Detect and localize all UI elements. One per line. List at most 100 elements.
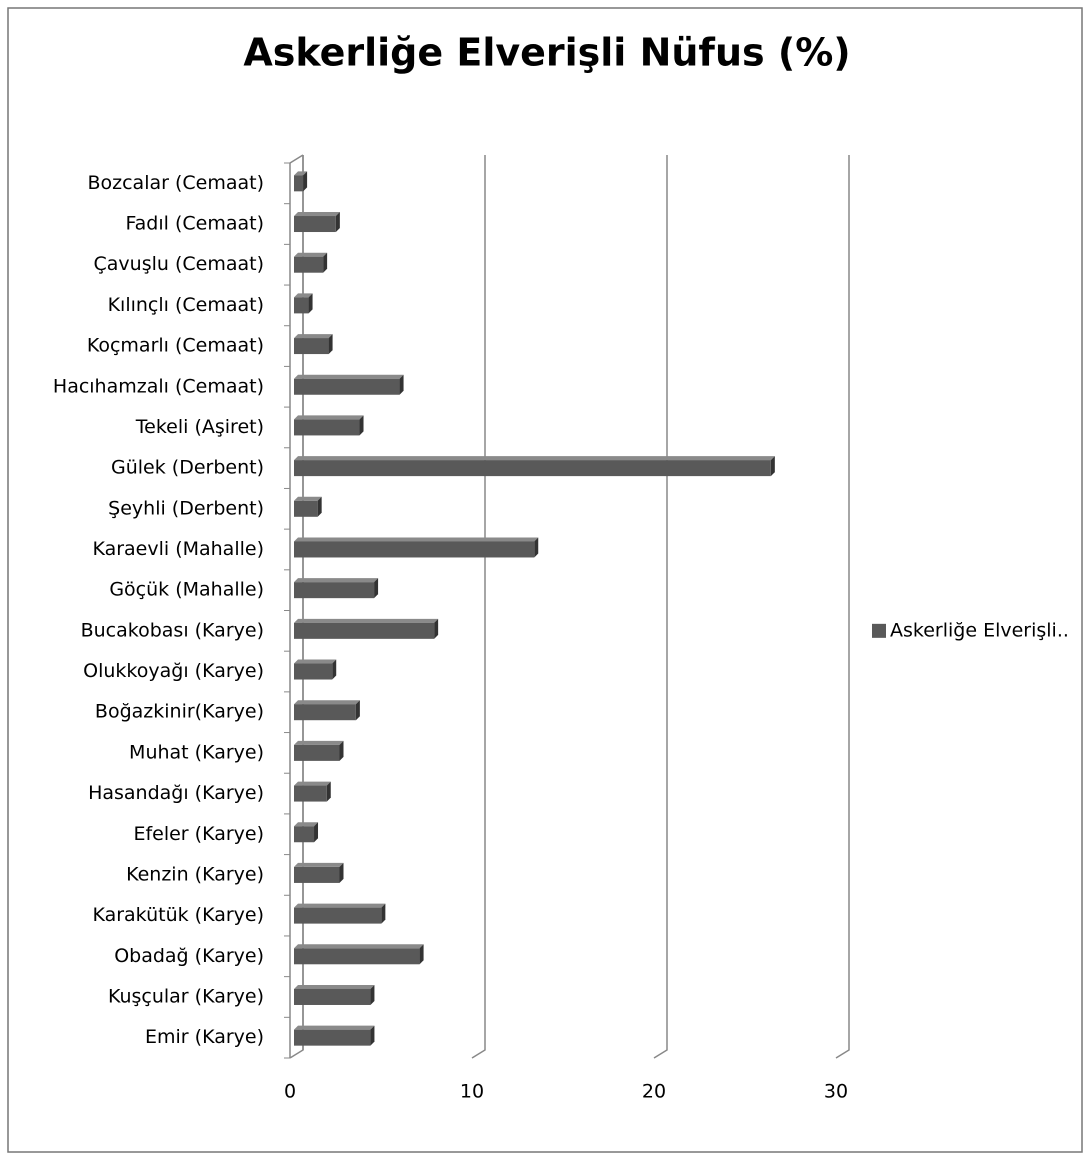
bar-top xyxy=(294,415,364,420)
bar xyxy=(294,256,324,273)
x-tick-label: 10 xyxy=(460,1081,484,1103)
x-tick-label: 20 xyxy=(642,1081,666,1103)
bar-top xyxy=(294,334,333,339)
bar xyxy=(294,785,327,802)
bar-side xyxy=(317,496,322,517)
grid-line xyxy=(653,155,668,1059)
bar xyxy=(294,948,420,965)
chart-border xyxy=(7,7,1083,1153)
bar xyxy=(294,419,360,436)
bar-side xyxy=(323,252,328,273)
bar-side xyxy=(399,374,404,395)
bar xyxy=(294,500,318,517)
bar-top xyxy=(294,171,308,176)
bar-side xyxy=(419,944,424,965)
bar-top xyxy=(294,659,337,664)
bar-top xyxy=(294,374,404,379)
y-tick-label: Emir (Karye) xyxy=(145,1026,264,1048)
bar xyxy=(294,582,375,599)
bar-top xyxy=(294,212,340,217)
bar-side xyxy=(534,537,539,558)
bar xyxy=(294,704,356,721)
bar xyxy=(294,866,340,883)
y-tick-label: Karaevli (Mahalle) xyxy=(92,538,264,560)
bar-top xyxy=(294,984,375,989)
bar-side xyxy=(339,862,344,883)
y-tick-label: Tekeli (Aşiret) xyxy=(135,416,264,438)
x-tick-label: 30 xyxy=(824,1081,848,1103)
y-tick-label: Fadıl (Cemaat) xyxy=(125,213,264,235)
bar xyxy=(294,988,371,1005)
bar-side xyxy=(339,740,344,761)
bar-top xyxy=(294,578,379,583)
y-tick-label: Göçük (Mahalle) xyxy=(109,579,264,601)
bar-side xyxy=(314,822,319,843)
y-tick-label: Kuşçular (Karye) xyxy=(108,985,264,1007)
bar-side xyxy=(332,659,337,680)
bar xyxy=(294,338,329,355)
bar xyxy=(294,1029,371,1046)
bar-top xyxy=(294,252,328,257)
bar-side xyxy=(308,293,313,314)
bar xyxy=(294,744,340,761)
bar-side xyxy=(303,171,308,192)
y-tick-label: Kenzin (Karye) xyxy=(126,863,264,885)
bar xyxy=(294,297,309,314)
bar xyxy=(294,907,382,924)
bar-top xyxy=(294,822,319,827)
bar-side xyxy=(335,212,340,233)
bar-top xyxy=(294,537,539,542)
bar-top xyxy=(294,700,360,705)
bar-side xyxy=(355,700,360,721)
bar-side xyxy=(434,618,439,639)
legend-swatch xyxy=(872,623,886,638)
y-tick-label: Boğazkinir(Karye) xyxy=(95,701,264,723)
x-tick-label: 0 xyxy=(284,1081,296,1103)
bar xyxy=(294,460,771,477)
bar-top xyxy=(294,740,344,745)
bar-top xyxy=(294,618,439,623)
y-tick-label: Olukkoyağı (Karye) xyxy=(83,660,264,682)
bar xyxy=(294,378,400,395)
y-tick-label: Koçmarlı (Cemaat) xyxy=(87,335,264,357)
y-tick-label: Şeyhli (Derbent) xyxy=(108,497,264,519)
bar xyxy=(294,826,315,843)
y-tick-label: Muhat (Karye) xyxy=(129,741,264,763)
bar-top xyxy=(294,496,322,501)
bar xyxy=(294,622,435,639)
grid-line xyxy=(289,155,304,1059)
y-tick-label: Bucakobası (Karye) xyxy=(81,619,264,641)
bar-side xyxy=(770,456,775,477)
bar-top xyxy=(294,944,424,949)
bar-top xyxy=(294,293,313,298)
y-tick-label: Efeler (Karye) xyxy=(133,823,264,845)
bar-side xyxy=(326,781,331,802)
chart-title: Askerliğe Elverişli Nüfus (%) xyxy=(243,31,850,75)
bar-side xyxy=(370,984,375,1005)
bar-top xyxy=(294,456,775,461)
bar-side xyxy=(374,578,379,599)
axis-top xyxy=(289,154,304,164)
grid-line xyxy=(471,155,486,1059)
y-tick-label: Çavuşlu (Cemaat) xyxy=(94,253,264,275)
bar-side xyxy=(370,1025,375,1046)
bar-top xyxy=(294,862,344,867)
bar-side xyxy=(381,903,386,924)
bar xyxy=(294,175,304,192)
legend-label: Askerliğe Elverişli.. xyxy=(890,619,1069,641)
y-tick-label: Obadağ (Karye) xyxy=(114,945,264,967)
bar xyxy=(294,663,333,680)
y-tick-label: Hasandağı (Karye) xyxy=(88,782,264,804)
y-tick-label: Bozcalar (Cemaat) xyxy=(87,172,264,194)
bar-top xyxy=(294,903,386,908)
y-tick-label: Gülek (Derbent) xyxy=(111,457,264,479)
y-tick-label: Hacıhamzalı (Cemaat) xyxy=(53,375,264,397)
bar-top xyxy=(294,1025,375,1030)
bar xyxy=(294,541,535,558)
bar-top xyxy=(294,781,331,786)
y-tick-label: Kılınçlı (Cemaat) xyxy=(108,294,264,316)
bar-side xyxy=(328,334,333,355)
bar-side xyxy=(359,415,364,436)
bar xyxy=(294,216,336,233)
